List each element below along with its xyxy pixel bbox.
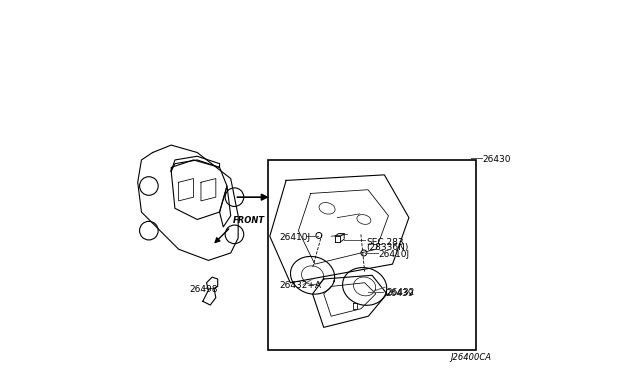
- Text: FRONT: FRONT: [232, 216, 265, 225]
- Text: 26432: 26432: [386, 288, 415, 296]
- Text: 26439: 26439: [385, 289, 413, 298]
- Text: (28336N): (28336N): [367, 243, 409, 252]
- Text: 26498: 26498: [189, 285, 218, 294]
- Text: 26410J: 26410J: [279, 233, 310, 242]
- Text: 26430: 26430: [483, 155, 511, 164]
- Text: SEC.283: SEC.283: [367, 238, 404, 247]
- Text: J26400CA: J26400CA: [450, 353, 492, 362]
- Text: 26410J: 26410J: [378, 250, 410, 259]
- Text: 26432+A: 26432+A: [279, 281, 321, 290]
